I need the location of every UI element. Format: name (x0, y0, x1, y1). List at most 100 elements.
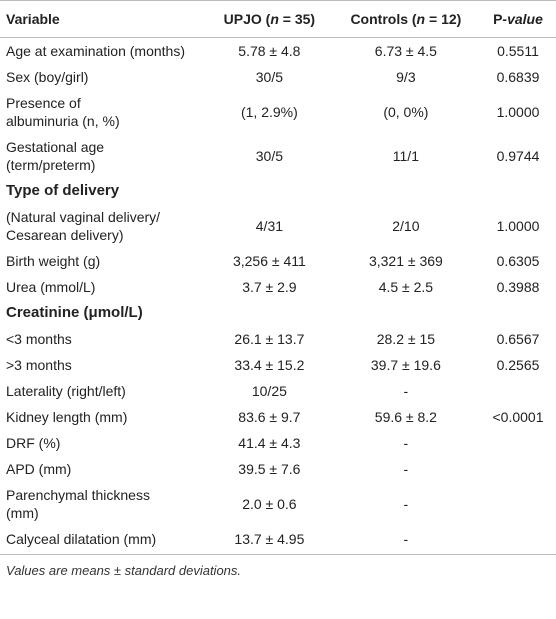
header-text: P (493, 11, 503, 27)
table-cell: 2.0 ± 0.6 (242, 496, 297, 512)
table-cell: 3.7 ± 2.9 (242, 279, 297, 295)
table-cell: Urea (mmol/L) (6, 279, 96, 295)
table-row: DRF (%) 41.4 ± 4.3 - (0, 430, 556, 456)
header-text: n (416, 11, 426, 27)
table-cell: 2/10 (392, 218, 420, 234)
table-cell: 0.6567 (496, 331, 540, 347)
table-cell: >3 months (6, 357, 72, 373)
table-row: (Natural vaginal delivery/ Cesarean deli… (0, 204, 556, 248)
table-cell: 13.7 ± 4.95 (207, 526, 332, 555)
empty-cell (332, 178, 480, 204)
table-cell: Parenchymal thickness (mm) (6, 487, 150, 521)
table-cell: APD (mm) (6, 461, 72, 477)
empty-cell (480, 378, 556, 404)
empty-cell (480, 482, 556, 526)
table-row: Laterality (right/left) 10/25 - (0, 378, 556, 404)
empty-cell (480, 178, 556, 204)
table-row: Birth weight (g) 3,256 ± 411 3,321 ± 369 0.… (0, 248, 556, 274)
table-row: <3 months 26.1 ± 13.7 28.2 ± 15 0.6567 (0, 326, 556, 352)
table-cell: 0.6839 (496, 69, 540, 85)
table-cell: (Natural vaginal delivery/ Cesarean deli… (6, 209, 161, 243)
table-cell: - (403, 435, 409, 451)
table-cell: Birth weight (g) (6, 253, 101, 269)
empty-cell (207, 300, 332, 326)
table-cell: 83.6 ± 9.7 (238, 409, 301, 425)
table-cell: 39.5 ± 7.6 (238, 461, 301, 477)
table-row: Presence of albuminuria (n, %) (1, 2.9%) (… (0, 90, 556, 134)
table-cell: - (403, 383, 409, 399)
table-row: Parenchymal thickness (mm) 2.0 ± 0.6 - (0, 482, 556, 526)
empty-cell (479, 526, 556, 555)
table-cell: 30/5 (255, 148, 284, 164)
table-cell: 30/5 (255, 69, 284, 85)
table-cell: 0.5511 (497, 43, 539, 59)
header-text: n (270, 11, 279, 27)
table-cell: 5.78 ± 4.8 (238, 43, 301, 59)
table-row: >3 months 33.4 ± 15.2 39.7 ± 19.6 0.2565 (0, 352, 556, 378)
table-cell: - (403, 461, 409, 477)
header-text: = 35) (278, 11, 316, 27)
table-row: Age at examination (months) 5.78 ± 4.8 6.7… (0, 38, 556, 65)
header-row: Variable UPJO (n = 35) Controls (n = 12) P-… (0, 0, 556, 38)
table-cell: 1.0000 (496, 218, 540, 234)
table-cell: 28.2 ± 15 (376, 331, 436, 347)
empty-cell (480, 300, 556, 326)
table-cell: 4.5 ± 2.5 (378, 279, 434, 295)
table-row: Sex (boy/girl) 30/5 9/3 0.6839 (0, 64, 556, 90)
data-table: Variable UPJO (n = 35) Controls (n = 12) P-… (0, 0, 556, 555)
table-cell: 10/25 (251, 383, 287, 399)
table-cell: Calyceal dilatation (mm) (0, 526, 207, 555)
empty-cell (207, 178, 332, 204)
table-cell: Kidney length (mm) (6, 409, 128, 425)
table-cell: 33.4 ± 15.2 (234, 357, 305, 373)
table-cell: Age at examination (months) (6, 43, 185, 59)
table-cell: 6.73 ± 4.5 (374, 43, 437, 59)
header-text: = 12) (425, 11, 462, 27)
table-cell: 41.4 ± 4.3 (238, 435, 301, 451)
empty-cell (480, 456, 556, 482)
table-cell: Sex (boy/girl) (6, 69, 89, 85)
header-text: Variable (6, 11, 60, 27)
table-cell: 4/31 (255, 218, 284, 234)
header-cell: Controls (n = 12) (331, 0, 480, 38)
table-cell: 59.6 ± 8.2 (374, 409, 437, 425)
header-cell: P-value (479, 0, 556, 38)
table-row: Kidney length (mm) 83.6 ± 9.7 59.6 ± 8.2 <0… (0, 404, 556, 430)
table-cell: DRF (%) (6, 435, 61, 451)
table-cell: Creatinine (μmol/L) (6, 304, 143, 321)
table-cell: <0.0001 (492, 409, 544, 425)
table-cell: <3 months (6, 331, 72, 347)
table-cell: - (403, 496, 409, 512)
header-cell: Variable (0, 0, 207, 38)
table-cell: - (331, 526, 480, 555)
table-cell: 0.6305 (496, 253, 540, 269)
table-row: Gestational age (term/preterm) 30/5 11/1 0.… (0, 134, 556, 178)
table-cell: (0, 0%) (383, 104, 429, 120)
table-row: Calyceal dilatation (mm) 13.7 ± 4.95- (0, 526, 556, 555)
table-cell: Gestational age (term/preterm) (6, 139, 105, 173)
table-cell: 3,321 ± 369 (368, 253, 443, 269)
footnote: Values are means ± standard deviations. (6, 563, 242, 578)
header-cell: UPJO (n = 35) (207, 0, 332, 38)
table-cell: 1.0000 (496, 104, 540, 120)
table-cell: 11/1 (392, 148, 419, 164)
header-text: Controls ( (350, 11, 417, 27)
table-cell: Type of delivery (6, 182, 120, 199)
table-row: Urea (mmol/L) 3.7 ± 2.9 4.5 ± 2.5 0.3988 (0, 274, 556, 300)
table-cell: 0.3988 (496, 279, 540, 295)
table-cell: 3,256 ± 411 (232, 253, 306, 269)
header-text: -value (502, 11, 543, 27)
table-cell: 39.7 ± 19.6 (370, 357, 441, 373)
section-row: Creatinine (μmol/L) (0, 300, 556, 326)
table-cell: 26.1 ± 13.7 (234, 331, 305, 347)
table-cell: Presence of albuminuria (n, %) (6, 95, 120, 129)
header-text: UPJO ( (223, 11, 271, 27)
table-cell: 0.9744 (496, 148, 540, 164)
table-cell: 9/3 (396, 69, 416, 85)
table-cell: (1, 2.9%) (240, 104, 298, 120)
empty-cell (332, 300, 480, 326)
table-row: APD (mm) 39.5 ± 7.6 - (0, 456, 556, 482)
table-cell: 0.2565 (496, 357, 540, 373)
table-cell: Laterality (right/left) (6, 383, 126, 399)
